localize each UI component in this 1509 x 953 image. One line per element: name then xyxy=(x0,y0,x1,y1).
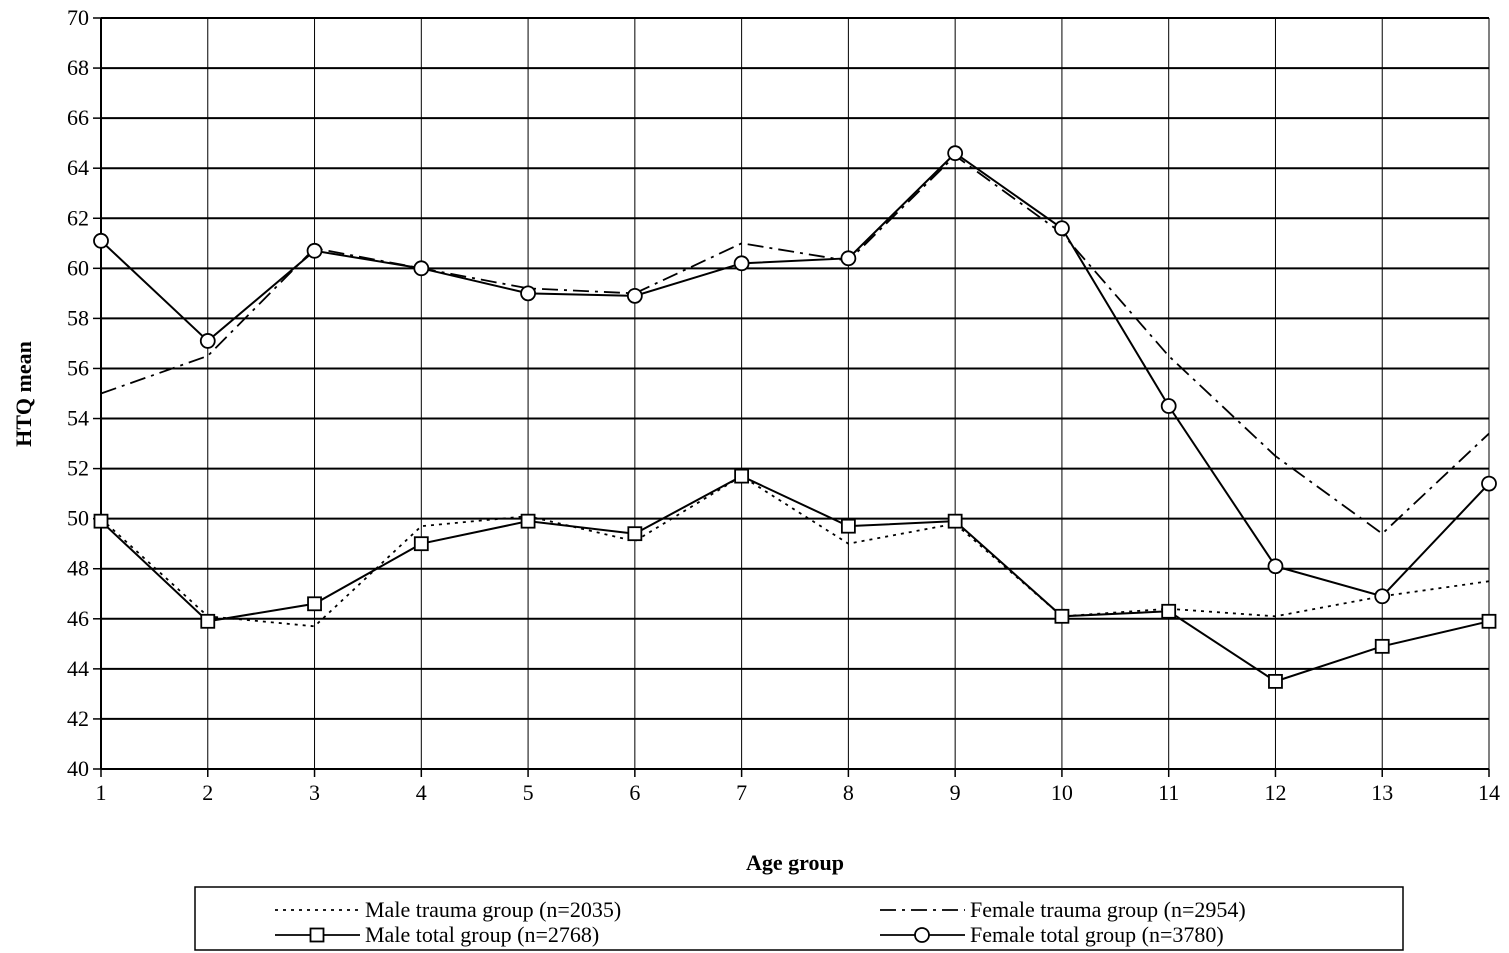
data-point xyxy=(1481,475,1497,492)
series-line xyxy=(100,474,1490,683)
x-tick-label: 9 xyxy=(950,780,961,805)
y-tick-label: 52 xyxy=(67,456,89,481)
data-point xyxy=(1054,220,1070,237)
data-point xyxy=(1374,588,1391,605)
data-point xyxy=(1161,603,1177,619)
legend-entry: Male total group (n=2768) xyxy=(275,922,599,947)
series-2 xyxy=(93,468,1497,689)
data-point xyxy=(1054,608,1070,624)
x-tick-label: 2 xyxy=(202,780,213,805)
x-tick-label: 4 xyxy=(416,780,427,805)
data-point xyxy=(1481,613,1497,629)
legend-box xyxy=(194,886,1404,951)
data-point xyxy=(520,285,536,302)
data-point xyxy=(734,468,750,484)
y-tick-label: 68 xyxy=(67,55,89,80)
data-point xyxy=(93,513,109,529)
x-axis-title: Age group xyxy=(746,850,844,875)
y-tick-label: 46 xyxy=(67,606,89,631)
series-1 xyxy=(100,154,1490,535)
y-tick-label: 40 xyxy=(67,756,89,781)
legend-label: Female total group (n=3780) xyxy=(970,922,1224,947)
data-point xyxy=(520,513,536,529)
data-point xyxy=(947,145,964,162)
x-tick-label: 1 xyxy=(96,780,107,805)
x-tick-label: 6 xyxy=(629,780,640,805)
y-tick-label: 56 xyxy=(67,355,89,380)
data-point xyxy=(1268,673,1283,689)
series-line xyxy=(100,154,1490,535)
x-tick-label: 11 xyxy=(1158,780,1179,805)
y-tick-label: 62 xyxy=(67,205,89,230)
data-point xyxy=(1374,638,1390,654)
data-point xyxy=(306,242,323,259)
y-tick-label: 48 xyxy=(67,556,89,581)
gridlines xyxy=(100,17,1490,770)
y-tick-label: 66 xyxy=(67,105,89,130)
x-tick-label: 14 xyxy=(1478,780,1500,805)
series-0 xyxy=(100,475,1490,628)
x-tick-label: 8 xyxy=(843,780,854,805)
data-series xyxy=(93,145,1497,689)
legend-label: Male total group (n=2768) xyxy=(365,922,599,947)
y-tick-label: 42 xyxy=(67,706,89,731)
data-point xyxy=(200,613,216,629)
data-point xyxy=(840,250,857,267)
y-tick-label: 60 xyxy=(67,255,89,280)
data-point xyxy=(626,287,643,304)
data-point xyxy=(733,255,750,272)
series-line xyxy=(100,151,1490,598)
data-point xyxy=(413,536,429,552)
x-tick-label: 5 xyxy=(523,780,534,805)
legend-label: Male trauma group (n=2035) xyxy=(365,897,621,922)
x-tick-label: 3 xyxy=(309,780,320,805)
x-tick-label: 10 xyxy=(1051,780,1073,805)
y-axis-title: HTQ mean xyxy=(11,341,36,447)
y-tick-label: 58 xyxy=(67,305,89,330)
series-3 xyxy=(93,145,1497,605)
y-tick-label: 44 xyxy=(67,656,89,681)
legend: Male trauma group (n=2035) Female trauma … xyxy=(194,886,1404,951)
legend-label: Female trauma group (n=2954) xyxy=(970,897,1246,922)
y-tick-label: 70 xyxy=(67,5,89,30)
data-point xyxy=(199,333,216,349)
y-tick-label: 54 xyxy=(67,406,89,431)
data-point xyxy=(1160,398,1177,414)
data-point xyxy=(1267,558,1284,575)
legend-entry: Male trauma group (n=2035) xyxy=(275,897,621,922)
y-tick-label: 64 xyxy=(67,155,89,180)
legend-entry: Female total group (n=3780) xyxy=(880,922,1224,947)
legend-entry: Female trauma group (n=2954) xyxy=(880,897,1246,922)
y-tick-label: 50 xyxy=(67,506,89,531)
legend-marker xyxy=(309,927,325,943)
data-point xyxy=(307,596,322,612)
x-tick-label: 13 xyxy=(1371,780,1393,805)
legend-marker xyxy=(914,927,930,943)
data-point xyxy=(840,518,856,534)
series-line xyxy=(100,475,1490,628)
data-point xyxy=(947,513,963,529)
data-point xyxy=(93,232,109,249)
x-tick-label: 12 xyxy=(1264,780,1286,805)
data-point xyxy=(413,260,430,277)
x-tick-label: 7 xyxy=(736,780,747,805)
data-point xyxy=(627,526,643,542)
